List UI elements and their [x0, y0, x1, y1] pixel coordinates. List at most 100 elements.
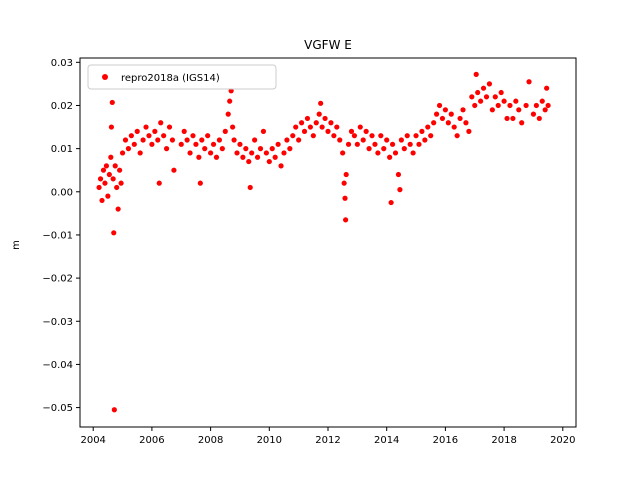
data-point: [231, 137, 237, 143]
data-point: [313, 120, 319, 126]
data-point: [257, 146, 264, 152]
data-point: [407, 141, 413, 147]
data-point: [475, 89, 481, 96]
data-point: [156, 180, 162, 186]
legend-marker: [102, 74, 108, 80]
data-point: [413, 133, 419, 139]
data-point: [501, 98, 507, 104]
data-point: [381, 146, 387, 152]
data-point: [254, 154, 261, 160]
data-point: [202, 146, 208, 152]
data-point: [372, 141, 378, 147]
data-point: [205, 133, 211, 139]
x-tick-label: 2012: [315, 435, 340, 446]
data-point: [504, 115, 510, 122]
data-point: [389, 141, 396, 147]
x-tick-label: 2010: [257, 435, 282, 446]
data-point: [184, 137, 190, 143]
data-point: [445, 120, 451, 126]
data-point: [246, 158, 252, 165]
data-point: [158, 120, 164, 126]
y-tick-label: 0.01: [51, 144, 73, 155]
data-point: [97, 176, 104, 182]
data-point: [169, 137, 176, 143]
data-point: [397, 187, 403, 193]
data-point: [131, 141, 137, 147]
x-tick-label: 2006: [139, 435, 164, 446]
data-point: [384, 137, 390, 143]
data-point: [387, 154, 393, 160]
data-point: [143, 124, 149, 130]
data-point: [366, 146, 372, 152]
data-point: [436, 102, 443, 109]
data-point: [473, 71, 479, 77]
legend: repro2018a (IGS14): [87, 64, 277, 90]
data-point: [119, 150, 126, 156]
data-point: [533, 102, 539, 109]
data-point: [331, 133, 337, 139]
data-point: [178, 141, 184, 147]
data-point: [433, 111, 440, 117]
data-point: [544, 85, 550, 91]
data-point: [348, 128, 355, 134]
data-point: [105, 193, 111, 199]
data-point: [249, 150, 255, 156]
data-point: [526, 79, 532, 85]
data-point: [137, 150, 143, 156]
data-point: [422, 137, 428, 143]
data-point: [369, 133, 375, 139]
data-point: [337, 137, 343, 143]
data-point: [110, 176, 116, 182]
data-point: [351, 133, 358, 139]
data-point: [284, 137, 290, 143]
data-point: [272, 154, 278, 160]
data-point: [483, 94, 490, 100]
data-point: [466, 128, 472, 134]
data-point: [140, 137, 146, 143]
data-point: [378, 133, 384, 139]
data-point: [492, 94, 498, 100]
data-point: [360, 137, 366, 143]
y-tick-label: 0.03: [51, 58, 73, 69]
data-point: [425, 124, 431, 130]
data-point: [510, 115, 516, 122]
y-tick-label: 0.02: [51, 101, 73, 112]
data-point: [287, 146, 293, 152]
data-point: [225, 111, 231, 117]
data-point: [343, 171, 349, 178]
data-point: [187, 150, 193, 156]
data-point: [118, 180, 124, 186]
data-point: [328, 120, 334, 126]
data-point: [392, 150, 399, 156]
data-point: [542, 107, 548, 113]
data-point: [310, 133, 316, 139]
data-point: [252, 137, 258, 143]
data-point: [210, 141, 217, 147]
data-point: [516, 107, 522, 113]
legend-box: [87, 64, 277, 90]
data-point: [375, 150, 381, 156]
data-point: [448, 111, 454, 117]
data-point: [247, 184, 253, 191]
data-point: [96, 184, 102, 191]
data-point: [216, 137, 223, 143]
data-point: [469, 94, 475, 100]
data-point: [208, 150, 214, 156]
data-point: [234, 150, 240, 156]
data-point: [278, 163, 284, 169]
data-point: [442, 107, 448, 113]
data-point: [489, 107, 495, 113]
data-point: [128, 133, 134, 139]
legend-label: repro2018a (IGS14): [121, 73, 220, 84]
data-point: [125, 146, 132, 152]
data-point: [398, 137, 404, 143]
data-point: [197, 180, 203, 186]
data-point: [301, 128, 308, 134]
data-point: [290, 133, 296, 139]
data-point: [134, 128, 140, 134]
data-point: [111, 230, 117, 236]
y-axis: −0.05 −0.04 −0.03 −0.02 −0.01 0.00 0.01 0.02 0.0…: [42, 58, 80, 414]
data-point: [281, 150, 287, 156]
data-point: [230, 124, 236, 130]
data-point: [416, 141, 422, 147]
